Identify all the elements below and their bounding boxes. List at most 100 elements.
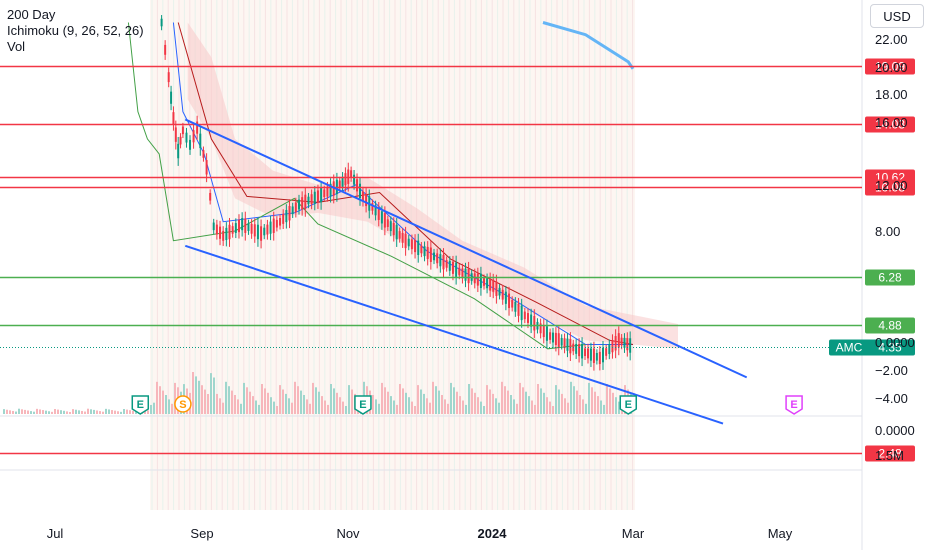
- price-candle-body: [451, 261, 454, 274]
- volume-bar: [75, 409, 77, 414]
- volume-bar: [33, 411, 35, 414]
- volume-bar: [477, 397, 479, 414]
- price-candle-body: [167, 72, 170, 83]
- legend-volume[interactable]: Vol: [7, 39, 26, 54]
- price-candle-body: [341, 176, 344, 187]
- volume-bar: [90, 409, 92, 414]
- volume-bar: [378, 403, 380, 414]
- earnings-marker: [785, 395, 803, 415]
- volume-bar: [321, 396, 323, 414]
- price-candle-body: [420, 245, 423, 254]
- price-candle-body: [222, 230, 225, 241]
- trend-line: [184, 244, 724, 425]
- trend-line: [184, 118, 748, 379]
- volume-bar: [399, 384, 401, 414]
- volume-bar: [195, 376, 197, 414]
- price-candle-body: [530, 314, 533, 327]
- price-candle-body: [455, 262, 458, 277]
- level-label: 10.08: [875, 181, 905, 195]
- volume-bar: [315, 387, 317, 414]
- volume-bar: [78, 410, 80, 414]
- volume-bar: [582, 399, 584, 414]
- volume-bar: [36, 408, 38, 414]
- volume-bar: [9, 410, 11, 414]
- volume-bar: [372, 395, 374, 414]
- level-label: 4.88: [878, 319, 902, 333]
- price-candle-body: [209, 192, 212, 201]
- trend-lines[interactable]: [184, 118, 748, 425]
- volume-bar: [165, 395, 167, 414]
- volume-bar: [405, 392, 407, 414]
- volume-bar: [294, 381, 296, 414]
- volume-bar: [234, 395, 236, 414]
- volume-bar: [57, 409, 59, 414]
- price-candle-body: [554, 332, 557, 346]
- volume-bar: [594, 391, 596, 414]
- price-candle-body: [598, 351, 601, 365]
- price-candle-body: [377, 207, 380, 220]
- volume-bar: [39, 409, 41, 414]
- oscillator-tick-label: −2.00: [875, 363, 908, 378]
- price-candle-body: [551, 332, 554, 343]
- price-candle-body: [266, 224, 269, 235]
- price-candle-body: [365, 193, 368, 207]
- currency-button[interactable]: USD: [870, 4, 924, 28]
- volume-bar: [174, 382, 176, 414]
- price-candle-body: [275, 219, 278, 228]
- price-candle-body: [301, 197, 304, 210]
- volume-bar: [318, 391, 320, 414]
- volume-bar: [588, 382, 590, 414]
- volume-bar: [606, 384, 608, 414]
- price-candle-body: [205, 160, 208, 175]
- price-candle-body: [237, 219, 240, 233]
- price-tick-label: 20.00: [875, 60, 908, 75]
- volume-bar: [207, 394, 209, 414]
- event-label: E: [790, 399, 797, 411]
- price-candle-body: [498, 287, 501, 296]
- volume-bar: [105, 408, 107, 414]
- volume-bar: [300, 390, 302, 414]
- volume-bar: [243, 382, 245, 414]
- data-history-shade: [150, 0, 635, 510]
- volume-bar: [438, 390, 440, 414]
- volume-bar: [507, 390, 509, 414]
- price-candle-body: [439, 254, 442, 267]
- volume-bar: [336, 392, 338, 414]
- volume-bar: [351, 389, 353, 414]
- legend-ichimoku[interactable]: Ichimoku (9, 26, 52, 26): [7, 23, 144, 38]
- price-candle-body: [383, 213, 386, 228]
- price-candle-body: [442, 254, 445, 270]
- volume-bar: [567, 402, 569, 414]
- price-candle-body: [256, 224, 259, 240]
- volume-bar: [285, 393, 287, 414]
- price-candle-body: [504, 291, 507, 304]
- price-candle-body: [514, 301, 517, 312]
- price-candle-body: [417, 240, 420, 256]
- volume-bar: [612, 392, 614, 414]
- volume-bar: [84, 411, 86, 414]
- price-candle-body: [542, 324, 545, 338]
- volume-bar: [87, 408, 89, 414]
- level-badge: [865, 317, 915, 334]
- price-candle-body: [436, 253, 439, 264]
- price-candle-body: [288, 206, 291, 221]
- volume-bar: [513, 399, 515, 414]
- price-candle-body: [605, 348, 608, 356]
- ichimoku-cloud: [187, 22, 678, 349]
- volume-bar: [237, 399, 239, 414]
- legend-ma[interactable]: 200 Day: [7, 7, 56, 22]
- price-candle-body: [569, 338, 572, 354]
- volume-bar: [117, 411, 119, 414]
- volume-bar: [471, 388, 473, 414]
- volume-bar: [192, 372, 194, 414]
- price-candle-body: [234, 223, 237, 233]
- price-candle-body: [523, 311, 526, 320]
- price-candle-body: [520, 305, 523, 321]
- volume-bar: [543, 392, 545, 414]
- volume-bar: [24, 409, 26, 414]
- event-label: E: [625, 399, 632, 411]
- price-candle-body: [181, 126, 184, 135]
